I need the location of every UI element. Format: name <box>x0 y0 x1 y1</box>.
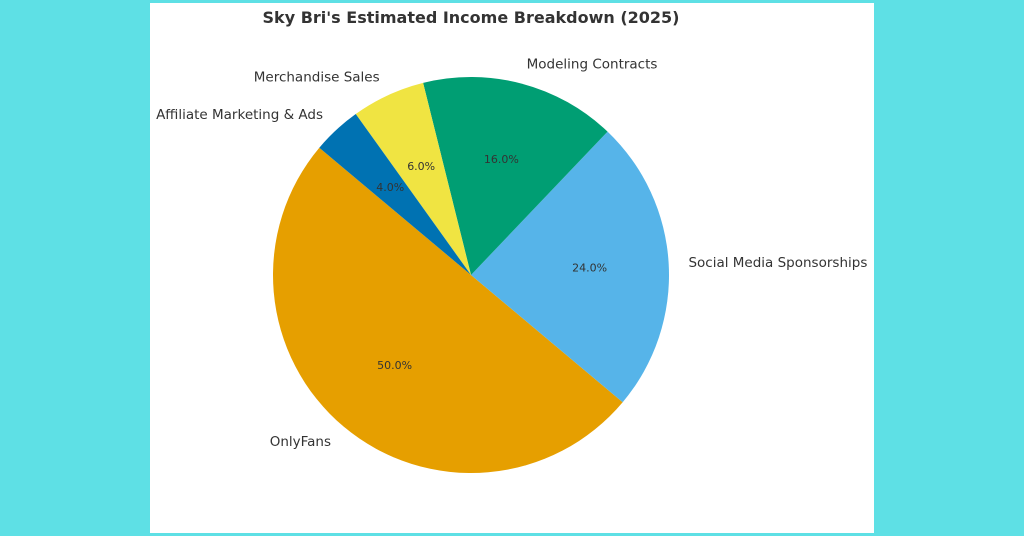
slice-label-social-media-sponsorships: Social Media Sponsorships <box>688 255 867 271</box>
pie-slices <box>273 76 669 473</box>
slice-percent-modeling-contracts: 16.0% <box>484 153 519 166</box>
pie-slice-modeling-contracts <box>423 76 608 275</box>
slice-percent-affiliate-marketing-ads: 4.0% <box>376 181 404 194</box>
slice-label-modeling-contracts: Modeling Contracts <box>527 56 658 72</box>
pie-slice-affiliate-marketing-ads <box>319 114 471 276</box>
slice-label-merchandise-sales: Merchandise Sales <box>254 69 380 85</box>
pie-slice-onlyfans <box>273 147 623 473</box>
slice-percent-merchandise-sales: 6.0% <box>407 160 435 173</box>
slice-label-onlyfans: OnlyFans <box>270 434 331 450</box>
pie-labels: OnlyFans 50.0% Social Media Sponsorships 24… <box>156 56 867 449</box>
pie-slice-merchandise-sales <box>355 82 471 276</box>
pie-slice-social-media-sponsorships <box>471 131 669 403</box>
slice-label-affiliate-marketing-ads: Affiliate Marketing & Ads <box>156 107 323 123</box>
slice-percent-social-media-sponsorships: 24.0% <box>572 261 607 274</box>
slice-percent-onlyfans: 50.0% <box>377 359 412 372</box>
chart-title: Sky Bri's Estimated Income Breakdown (20… <box>263 8 680 27</box>
chart-card: Sky Bri's Estimated Income Breakdown (20… <box>150 3 874 533</box>
pie-chart: Sky Bri's Estimated Income Breakdown (20… <box>156 8 867 473</box>
